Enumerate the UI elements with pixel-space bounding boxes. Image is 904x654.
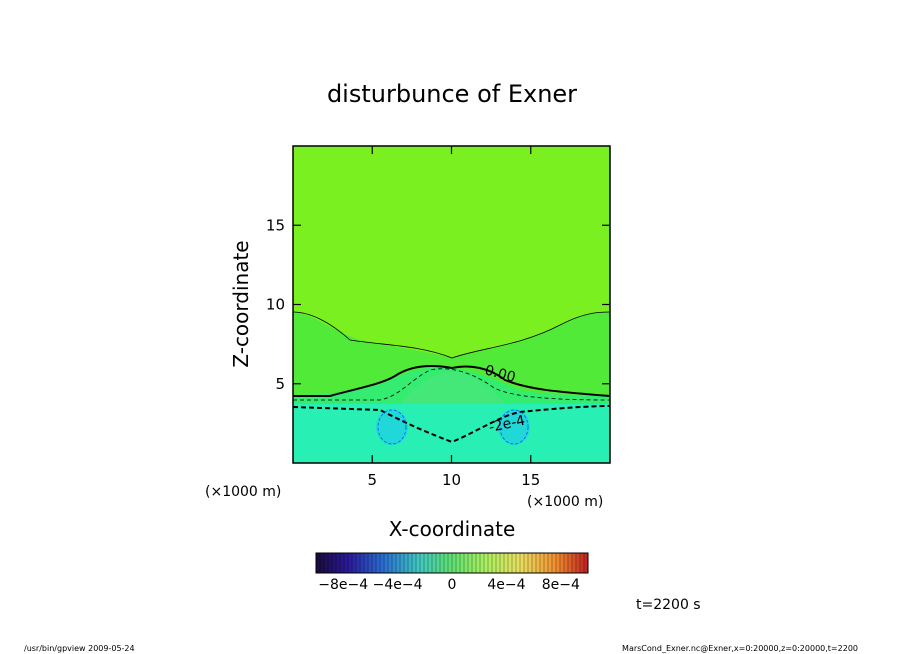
field-bump (400, 372, 505, 404)
y-tick-label: 5 (275, 375, 285, 393)
colorbar-tick-label: −4e−4 (373, 577, 423, 593)
chart-title: disturbunce of Exner (327, 80, 577, 108)
contour-min-left (377, 409, 407, 445)
y-axis-label: Z-coordinate (229, 240, 253, 367)
field-region-lower (293, 404, 610, 463)
y-axis-unit: (×1000 m) (205, 484, 281, 500)
x-axis-label: X-coordinate (389, 517, 516, 541)
field-minimum-right (498, 409, 530, 445)
colorbar-tick-label: 4e−4 (487, 577, 525, 593)
colorbar-ticks: −8e−4 −4e−4 0 4e−4 8e−4 (318, 577, 580, 593)
x-tick-label: 10 (442, 471, 461, 489)
y-tick-label: 10 (266, 296, 285, 314)
contour-zero (293, 365, 610, 397)
x-axis-ticks: 5 10 15 (367, 146, 540, 489)
x-tick-label: 5 (367, 471, 377, 489)
contour-min-right (499, 409, 529, 445)
contour-label-zero: 0.00 (483, 362, 517, 386)
time-label: t=2200 s (636, 597, 701, 613)
y-axis-ticks: 5 10 15 (266, 216, 610, 393)
plot-area (293, 146, 610, 463)
colorbar-tick-label: 0 (448, 577, 457, 593)
y-tick-label: 15 (266, 216, 285, 234)
field-minimum-left (376, 409, 408, 445)
colorbar-stripes (319, 553, 585, 573)
colorbar-tick-label: −8e−4 (318, 577, 368, 593)
contour-label-neg: -2e-4 (488, 413, 527, 436)
contour-dashed-1 (293, 368, 610, 401)
x-axis-unit: (×1000 m) (527, 494, 603, 510)
contour-dashed-2 (293, 405, 610, 444)
footer-right: MarsCond_Exner.nc@Exner,x=0:20000,z=0:20… (622, 644, 858, 653)
x-tick-label: 15 (521, 471, 540, 489)
colorbar-tick-label: 8e−4 (542, 577, 580, 593)
contour-thin-upper (293, 311, 610, 359)
footer-left: /usr/bin/gpview 2009-05-24 (24, 644, 135, 653)
